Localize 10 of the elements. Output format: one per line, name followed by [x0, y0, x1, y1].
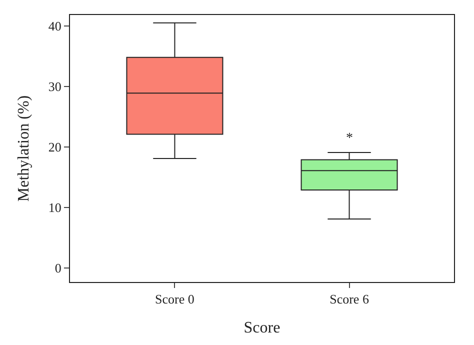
x-axis-title: Score: [244, 319, 280, 336]
x-tick-label: Score 6: [330, 292, 370, 307]
y-tick-label: 0: [54, 260, 62, 276]
y-tick-label: 20: [48, 140, 62, 155]
y-tick-label: 40: [48, 18, 62, 34]
y-axis-title: Methylation (%): [15, 95, 32, 202]
annotation: *: [346, 131, 353, 146]
x-tick-label: Score 0: [155, 292, 194, 307]
y-tick-label: 10: [48, 200, 62, 216]
y-tick-label: 30: [48, 78, 62, 94]
